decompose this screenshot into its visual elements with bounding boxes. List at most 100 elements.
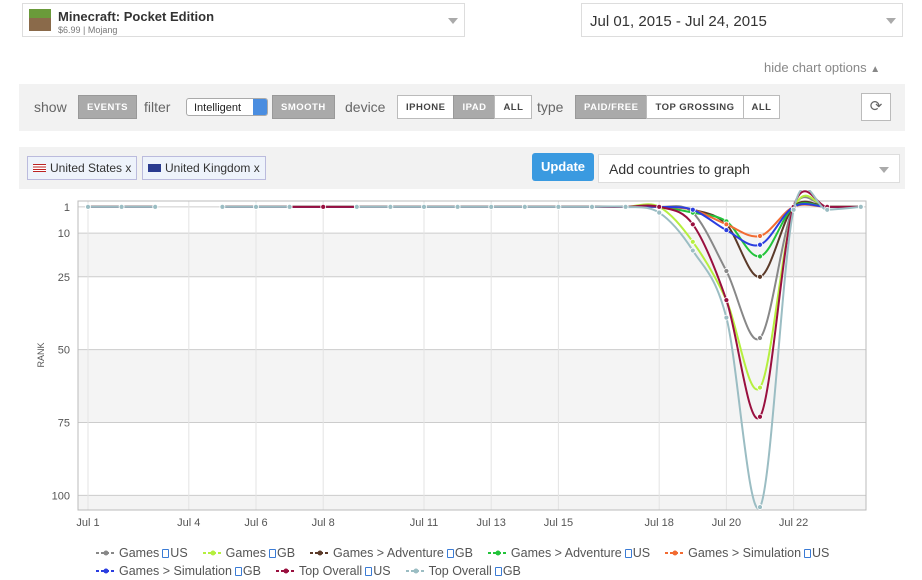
legend-item[interactable]: Games > Simulation US xyxy=(664,544,829,562)
type-group: PAID/FREE TOP GROSSING ALL xyxy=(575,95,781,119)
legend-item[interactable]: Games > Adventure US xyxy=(487,544,650,562)
point xyxy=(219,203,226,210)
device-label: device xyxy=(345,99,386,115)
events-button[interactable]: EVENTS xyxy=(78,95,138,119)
y-tick-label: 50 xyxy=(58,345,70,357)
device-icon xyxy=(494,566,502,576)
point xyxy=(723,227,730,234)
country-name: United States x xyxy=(50,161,132,175)
x-tick-label: Jul 20 xyxy=(712,517,741,529)
x-tick-label: Jul 6 xyxy=(244,517,267,529)
app-title: Minecraft: Pocket Edition xyxy=(58,9,215,24)
point xyxy=(421,203,427,210)
legend-name: Games > Simulation xyxy=(688,546,802,560)
date-range: Jul 01, 2015 - Jul 24, 2015 xyxy=(590,13,767,30)
point xyxy=(656,203,663,210)
legend-marker xyxy=(202,550,223,556)
toggle-button[interactable]: ALL xyxy=(742,95,781,119)
point xyxy=(85,203,91,210)
y-axis-label: RANK xyxy=(36,342,46,367)
app-selector[interactable]: Minecraft: Pocket Edition $6.99 | Mojang xyxy=(22,3,465,37)
point xyxy=(757,504,763,510)
legend-country: GB xyxy=(454,546,473,560)
point xyxy=(689,238,696,245)
device-icon xyxy=(804,548,812,558)
legend-name: Top Overall xyxy=(428,564,492,578)
device-icon xyxy=(624,548,632,558)
legend-country: GB xyxy=(242,564,261,578)
grid-band xyxy=(78,495,866,510)
update-button[interactable]: Update xyxy=(532,153,594,181)
legend-name: Games > Simulation xyxy=(119,564,232,578)
point xyxy=(757,413,763,420)
device-icon xyxy=(446,548,454,558)
country-bar: United States x United Kingdom x Update … xyxy=(19,147,905,189)
x-tick-label: Jul 13 xyxy=(477,517,506,529)
country-chip[interactable]: United States x xyxy=(27,156,138,180)
point xyxy=(723,221,730,228)
point xyxy=(757,384,763,391)
legend-name: Top Overall xyxy=(298,564,363,578)
toggle-button[interactable]: PAID/FREE xyxy=(575,95,648,119)
legend-item[interactable]: Games GB xyxy=(202,544,295,562)
legend-country: US xyxy=(170,546,188,560)
x-tick-label: Jul 8 xyxy=(312,517,335,529)
legend-item[interactable]: Games > Simulation GB xyxy=(95,562,261,580)
point xyxy=(757,273,763,280)
country-chip[interactable]: United Kingdom x xyxy=(142,156,266,180)
series-line xyxy=(88,203,861,238)
point xyxy=(824,206,831,213)
point xyxy=(757,253,763,260)
dropdown-caret xyxy=(886,18,896,24)
hide-options[interactable]: hide chart options ▲ xyxy=(764,60,880,75)
legend-marker xyxy=(275,568,296,574)
legend-item[interactable]: Games > Adventure GB xyxy=(309,544,473,562)
legend-marker xyxy=(96,568,116,574)
legend-marker xyxy=(665,550,686,556)
legend-item[interactable]: Games US xyxy=(95,544,188,562)
toggle-button[interactable]: TOP GROSSING xyxy=(646,95,744,119)
x-tick-label: Jul 22 xyxy=(779,517,808,529)
point xyxy=(353,203,360,210)
hide-options-text: hide chart options xyxy=(764,60,867,75)
y-tick-label: 1 xyxy=(64,202,70,214)
point xyxy=(589,203,595,210)
app-icon xyxy=(29,9,51,31)
country-name: United Kingdom x xyxy=(165,161,260,175)
legend: Games US Games GB Games > Adventure GB Games >… xyxy=(95,544,855,580)
legend-item[interactable]: Top Overall US xyxy=(275,562,391,580)
x-tick-label: Jul 1 xyxy=(76,517,99,529)
legend-name: Games > Adventure xyxy=(333,546,444,560)
dropdown-caret xyxy=(448,18,458,24)
point xyxy=(857,203,864,210)
filter-select[interactable]: Intelligent xyxy=(186,98,268,116)
type-label: type xyxy=(537,99,564,115)
grid-band xyxy=(78,233,866,277)
toggle-button[interactable]: IPHONE xyxy=(397,95,455,119)
y-tick-label: 75 xyxy=(58,418,70,430)
legend-dot xyxy=(317,550,323,556)
legend-dot xyxy=(103,568,109,574)
legend-dot xyxy=(103,550,109,556)
date-picker[interactable]: Jul 01, 2015 - Jul 24, 2015 xyxy=(581,3,903,37)
point xyxy=(723,314,730,321)
refresh-button[interactable]: ⟳ xyxy=(861,93,891,121)
legend-item[interactable]: Top Overall GB xyxy=(405,562,521,580)
up-arrow: ▲ xyxy=(870,64,881,75)
legend-marker xyxy=(96,550,116,556)
legend-country: GB xyxy=(502,564,521,578)
point xyxy=(790,206,797,213)
toggle-button[interactable]: ALL xyxy=(494,95,533,119)
legend-name: Games xyxy=(119,546,160,560)
legend-country: US xyxy=(632,546,651,560)
toggle-button[interactable]: IPAD xyxy=(453,95,496,119)
add-countries[interactable]: Add countries to graph xyxy=(598,154,900,183)
point xyxy=(286,203,293,210)
point xyxy=(454,203,461,210)
smooth-button[interactable]: SMOOTH xyxy=(272,95,335,119)
point xyxy=(152,203,159,210)
point xyxy=(689,221,696,228)
device-icon xyxy=(234,566,242,576)
x-tick-label: Jul 11 xyxy=(410,517,439,529)
